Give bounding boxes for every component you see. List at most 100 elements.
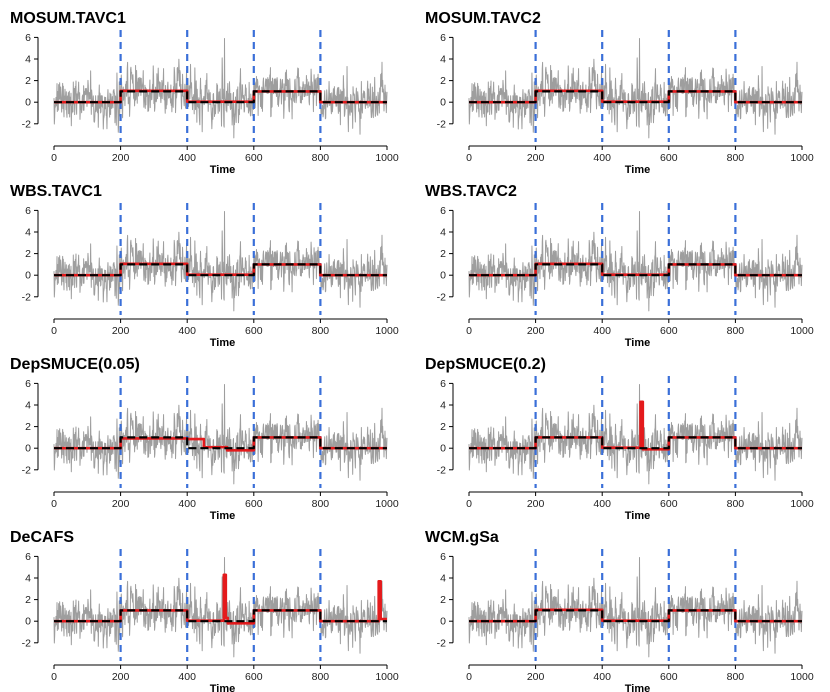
observed-series-line <box>468 37 803 139</box>
x-tick-label: 1000 <box>375 498 399 510</box>
x-tick-label: 400 <box>178 325 196 337</box>
x-axis-label: Time <box>625 683 650 692</box>
x-tick-label: 600 <box>245 671 263 683</box>
x-tick-label: 1000 <box>375 671 399 683</box>
x-tick-label: 400 <box>593 325 611 337</box>
observed-series-line <box>53 556 388 658</box>
true-mean-series-line <box>469 436 802 450</box>
true-mean-series-line <box>54 436 387 450</box>
x-tick-label: 0 <box>51 152 57 164</box>
panel-title: WBS.TAVC1 <box>10 183 102 200</box>
y-tick-label: 0 <box>440 443 446 455</box>
x-tick-label: 0 <box>466 325 472 337</box>
y-tick-label: 2 <box>25 75 31 87</box>
observed-series-line <box>53 210 388 312</box>
x-tick-label: 1000 <box>790 498 814 510</box>
panel-3: WBS.TAVC2 -2 0 2 4 6 0 200 400 600 800 1000 Time <box>425 183 814 349</box>
panel-title: WCM.gSa <box>425 529 499 546</box>
y-tick-label: 0 <box>25 616 31 628</box>
true-mean-series-line <box>469 609 802 623</box>
x-tick-label: 600 <box>660 152 678 164</box>
x-tick-label: 1000 <box>790 152 814 164</box>
y-tick-label: 6 <box>440 32 446 44</box>
y-tick-label: 4 <box>25 573 31 585</box>
panel-title: MOSUM.TAVC1 <box>10 10 126 27</box>
x-tick-label: 0 <box>466 498 472 510</box>
panel-1: MOSUM.TAVC2 -2 0 2 4 6 0 200 400 600 800 1000 Time <box>425 10 814 176</box>
y-tick-label: 4 <box>440 227 446 239</box>
x-tick-label: 200 <box>527 498 545 510</box>
x-tick-label: 400 <box>178 498 196 510</box>
x-tick-label: 800 <box>312 152 330 164</box>
x-tick-label: 1000 <box>375 152 399 164</box>
x-tick-label: 600 <box>245 325 263 337</box>
x-tick-label: 1000 <box>790 325 814 337</box>
y-tick-label: 6 <box>440 551 446 563</box>
x-tick-label: 200 <box>112 325 130 337</box>
y-tick-label: 2 <box>440 421 446 433</box>
y-tick-label: 6 <box>25 551 31 563</box>
y-tick-label: 4 <box>25 227 31 239</box>
y-tick-label: 0 <box>25 97 31 109</box>
x-tick-label: 1000 <box>375 325 399 337</box>
y-tick-label: 0 <box>440 97 446 109</box>
true-mean-series-line <box>54 90 387 104</box>
x-tick-label: 0 <box>466 152 472 164</box>
y-tick-label: -2 <box>22 118 31 130</box>
x-tick-label: 400 <box>593 671 611 683</box>
y-tick-label: -2 <box>437 464 446 476</box>
x-tick-label: 800 <box>312 671 330 683</box>
x-tick-label: 600 <box>660 498 678 510</box>
x-tick-label: 600 <box>245 152 263 164</box>
y-tick-label: 4 <box>440 400 446 412</box>
y-tick-label: 0 <box>25 270 31 282</box>
true-mean-series-line <box>54 263 387 277</box>
y-tick-label: 2 <box>25 594 31 606</box>
y-tick-label: 4 <box>25 54 31 66</box>
y-tick-label: 6 <box>440 205 446 217</box>
y-tick-label: -2 <box>22 291 31 303</box>
x-tick-label: 200 <box>112 152 130 164</box>
x-axis-label: Time <box>210 337 235 349</box>
panel-0: MOSUM.TAVC1 -2 0 2 4 6 0 200 400 600 800 1000 Time <box>10 10 399 176</box>
true-mean-series-line <box>469 90 802 104</box>
x-tick-label: 400 <box>178 671 196 683</box>
panel-title: WBS.TAVC2 <box>425 183 517 200</box>
x-tick-label: 200 <box>112 671 130 683</box>
x-axis-label: Time <box>625 164 650 176</box>
x-tick-label: 800 <box>727 325 745 337</box>
x-tick-label: 800 <box>727 671 745 683</box>
y-tick-label: 0 <box>25 443 31 455</box>
x-axis-label: Time <box>210 683 235 692</box>
x-tick-label: 800 <box>312 498 330 510</box>
y-tick-label: -2 <box>22 464 31 476</box>
y-tick-label: -2 <box>22 637 31 649</box>
x-tick-label: 200 <box>527 152 545 164</box>
x-tick-label: 400 <box>178 152 196 164</box>
observed-series-line <box>468 383 803 485</box>
panel-7: WCM.gSa -2 0 2 4 6 0 200 400 600 800 1000 Time <box>425 529 814 692</box>
x-tick-label: 400 <box>593 498 611 510</box>
observed-series-line <box>53 383 388 485</box>
y-tick-label: 2 <box>440 75 446 87</box>
observed-series-line <box>53 37 388 139</box>
panel-5: DepSMUCE(0.2) -2 0 2 4 6 0 200 400 600 800 1000 Time <box>425 356 814 522</box>
x-tick-label: 0 <box>51 671 57 683</box>
x-tick-label: 1000 <box>790 671 814 683</box>
y-tick-label: 4 <box>440 573 446 585</box>
y-tick-label: 6 <box>25 378 31 390</box>
x-tick-label: 0 <box>51 498 57 510</box>
x-tick-label: 0 <box>466 671 472 683</box>
x-axis-label: Time <box>210 510 235 522</box>
y-tick-label: -2 <box>437 637 446 649</box>
panel-4: DepSMUCE(0.05) -2 0 2 4 6 0 200 400 600 800 1000 Tim… <box>10 356 399 522</box>
y-tick-label: 2 <box>440 248 446 260</box>
x-tick-label: 0 <box>51 325 57 337</box>
y-tick-label: 0 <box>440 270 446 282</box>
y-tick-label: -2 <box>437 291 446 303</box>
y-tick-label: 6 <box>25 205 31 217</box>
y-tick-label: 2 <box>25 421 31 433</box>
x-tick-label: 600 <box>660 325 678 337</box>
x-tick-label: 200 <box>527 325 545 337</box>
